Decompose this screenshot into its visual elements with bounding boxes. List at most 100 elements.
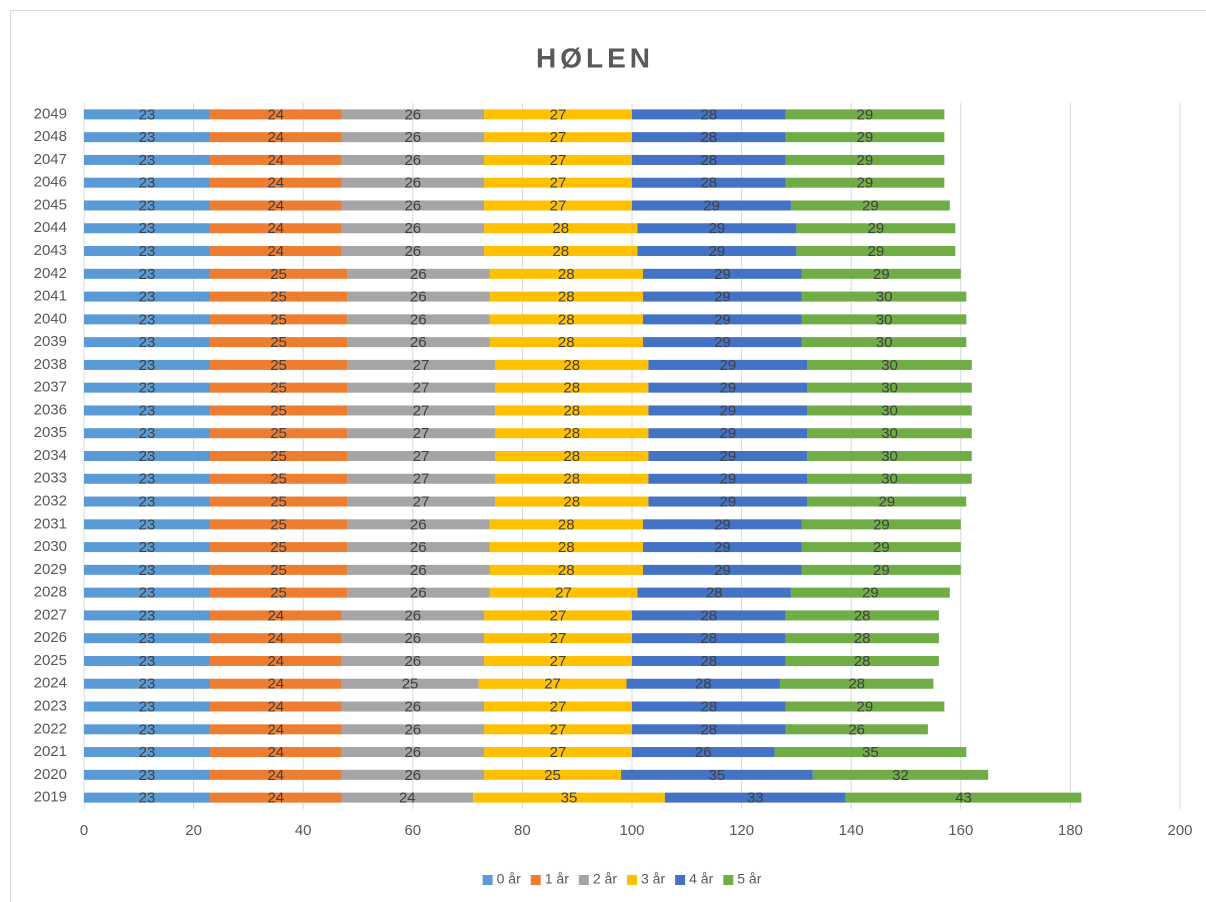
data-label: 25 [402, 676, 419, 693]
data-label: 23 [139, 311, 156, 328]
bar-segment [210, 337, 348, 348]
bar-segment [84, 223, 211, 234]
data-label: 28 [552, 220, 569, 237]
bar-segment [632, 724, 786, 735]
data-label: 26 [410, 585, 427, 602]
bar-segment [648, 405, 808, 416]
bar-segment [347, 587, 490, 598]
bar-segment [495, 473, 649, 484]
data-label: 24 [267, 721, 284, 738]
bar-segment [84, 337, 211, 348]
data-label: 29 [862, 197, 879, 214]
bar-segment [484, 655, 632, 666]
bar-segment [642, 519, 802, 530]
data-label: 29 [714, 334, 731, 351]
data-label: 29 [714, 289, 731, 306]
bar-segment [785, 724, 928, 735]
data-label: 30 [881, 471, 898, 488]
bar-segment [341, 655, 485, 666]
bar-segment [807, 496, 967, 507]
y-tick-label: 2048 [34, 128, 67, 145]
y-tick-label: 2036 [34, 401, 67, 418]
y-tick-label: 2024 [34, 675, 67, 692]
bar-segment [210, 132, 342, 143]
y-tick-label: 2038 [34, 356, 67, 373]
bar-segment [341, 678, 479, 689]
data-label: 29 [720, 425, 737, 442]
data-label: 28 [854, 630, 871, 647]
data-label: 27 [413, 380, 430, 397]
data-label: 26 [404, 607, 421, 624]
bar-segment [347, 473, 495, 484]
data-label: 24 [267, 630, 284, 647]
bar-segment [84, 428, 211, 439]
data-label: 26 [404, 152, 421, 169]
bar-segment [210, 610, 342, 621]
bar-segment [801, 314, 967, 325]
legend-label: 0 år [497, 871, 521, 887]
legend-label: 3 år [641, 871, 665, 887]
bar-segment [790, 587, 950, 598]
bar-segment [473, 792, 665, 803]
data-label: 29 [720, 402, 737, 419]
data-label: 27 [413, 402, 430, 419]
data-label: 24 [267, 243, 284, 260]
data-label: 27 [550, 129, 567, 146]
data-label: 28 [558, 311, 575, 328]
data-label: 23 [139, 539, 156, 556]
bar-segment [341, 633, 485, 644]
data-label: 27 [544, 676, 561, 693]
data-label: 24 [267, 653, 284, 670]
data-label: 25 [270, 562, 287, 579]
data-label: 28 [700, 129, 717, 146]
data-label: 30 [876, 311, 893, 328]
y-tick-label: 2022 [34, 720, 67, 737]
data-label: 26 [410, 311, 427, 328]
data-label: 24 [267, 175, 284, 192]
bar-segment [637, 246, 797, 257]
bar-segment [484, 633, 632, 644]
data-label: 23 [139, 266, 156, 283]
bar-segment [84, 109, 211, 120]
data-label: 25 [270, 516, 287, 533]
data-label: 23 [139, 630, 156, 647]
data-label: 29 [714, 266, 731, 283]
bar-segment [341, 154, 485, 165]
data-label: 29 [878, 494, 895, 511]
bar-segment [489, 564, 643, 575]
data-label: 26 [410, 289, 427, 306]
bar-segment [210, 223, 342, 234]
bar-segment [84, 314, 211, 325]
bar-segment [210, 200, 342, 211]
bar-segment [807, 359, 972, 370]
bar-segment [484, 701, 632, 712]
data-label: 29 [714, 562, 731, 579]
data-label: 29 [873, 562, 890, 579]
bar-segment [341, 792, 474, 803]
bar-segment [210, 564, 348, 575]
data-label: 28 [563, 494, 580, 511]
bar-segment [84, 587, 211, 598]
y-tick-label: 2031 [34, 515, 67, 532]
data-label: 30 [881, 448, 898, 465]
data-label: 27 [555, 585, 572, 602]
x-tick-label: 0 [80, 822, 88, 839]
bar-segment [210, 428, 348, 439]
data-label: 25 [544, 767, 561, 784]
legend-swatch [627, 875, 637, 885]
x-tick-label: 180 [1058, 822, 1083, 839]
data-label: 29 [720, 448, 737, 465]
bar-segment [801, 268, 961, 279]
bar-segment [84, 154, 211, 165]
data-label: 26 [404, 243, 421, 260]
bar-segment [642, 542, 802, 553]
data-label: 26 [404, 698, 421, 715]
bar-segment [210, 268, 348, 279]
bar-segment [484, 610, 632, 621]
data-label: 25 [270, 539, 287, 556]
bar-segment [642, 268, 802, 279]
y-tick-label: 2047 [34, 151, 67, 168]
data-label: 27 [413, 448, 430, 465]
bar-segment [785, 610, 939, 621]
data-label: 29 [857, 106, 874, 123]
